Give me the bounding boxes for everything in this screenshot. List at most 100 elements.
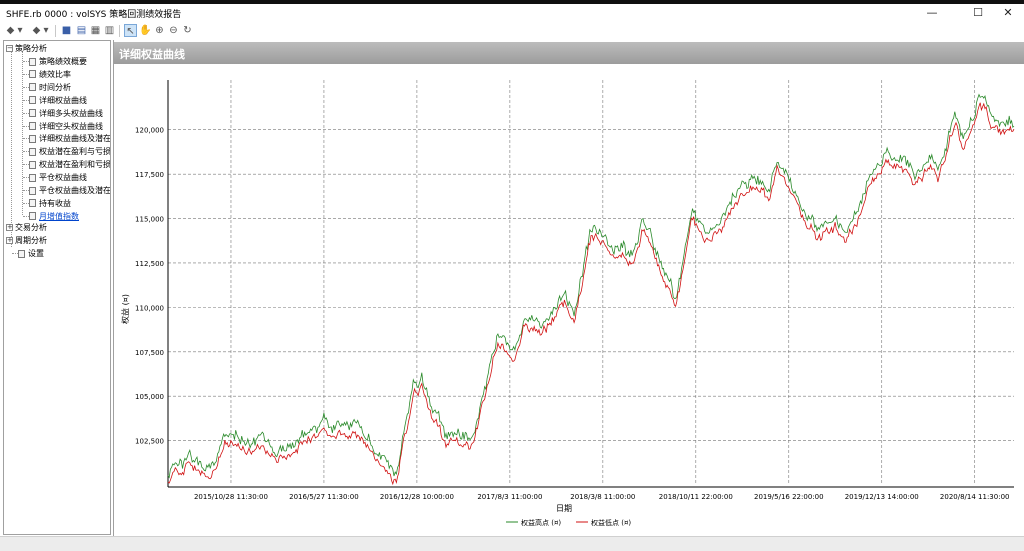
toolbar: ◆ ▾ ◆ ▾ ■ ▤ ▦ ▥ ↖ ✋ ⊕ ⊖ ↻ xyxy=(0,23,1024,39)
tree-guide xyxy=(23,99,29,101)
tree-item[interactable]: 月增值指数 xyxy=(29,211,79,222)
tree-item[interactable]: 详细权益曲线 xyxy=(29,95,87,106)
document-icon xyxy=(29,173,36,182)
tree-guide xyxy=(23,164,29,166)
y-tick-label: 110,000 xyxy=(135,304,164,312)
x-tick-label: 2016/12/28 10:00:00 xyxy=(380,493,454,501)
document-icon xyxy=(29,83,36,92)
y-tick-label: 107,500 xyxy=(135,349,164,357)
tree-guide xyxy=(23,190,29,191)
tree-node-strategy[interactable]: − 策略分析 xyxy=(6,44,47,53)
tree-guide xyxy=(23,177,29,179)
tree-item[interactable]: 详细权益曲线及潜在 xyxy=(29,133,110,144)
document-icon xyxy=(29,212,36,221)
x-tick-label: 2016/5/27 11:30:00 xyxy=(289,493,359,501)
panel-title: 详细权益曲线 xyxy=(119,48,185,61)
maximize-button[interactable]: ☐ xyxy=(973,6,983,19)
print-icon[interactable]: ▦ xyxy=(90,25,101,36)
export-icon[interactable]: ▤ xyxy=(76,25,87,36)
legend-label-low: 权益低点 (¤) xyxy=(591,518,631,527)
y-tick-label: 120,000 xyxy=(135,127,164,135)
document-icon xyxy=(29,57,36,66)
expand-icon[interactable]: + xyxy=(6,236,13,244)
tree-item[interactable]: 详细空头权益曲线 xyxy=(29,121,103,132)
x-tick-label: 2017/8/3 11:00:00 xyxy=(477,493,542,501)
tree-node-trade[interactable]: + 交易分析 xyxy=(6,223,47,232)
tree-guide xyxy=(12,253,18,254)
zoom-out-icon[interactable]: ⊖ xyxy=(169,25,178,36)
tree-guide xyxy=(23,61,29,62)
document-icon xyxy=(29,147,36,156)
y-tick-label: 115,000 xyxy=(135,216,164,224)
tree-guide xyxy=(11,51,12,247)
tree-guide xyxy=(22,51,23,215)
y-tick-label: 102,500 xyxy=(135,438,164,446)
y-tick-label: 117,500 xyxy=(135,171,164,179)
document-icon xyxy=(29,109,36,118)
tree-item[interactable]: 持有收益 xyxy=(29,198,71,209)
tree-item[interactable]: 权益潜在盈利和亏损 xyxy=(29,159,110,170)
tree-guide xyxy=(23,73,29,75)
x-axis-label: 日期 xyxy=(556,504,572,513)
document-icon xyxy=(29,134,36,143)
tree-guide xyxy=(23,86,29,88)
minimize-button[interactable]: — xyxy=(926,6,938,19)
collapse-icon[interactable]: − xyxy=(6,44,13,52)
document-icon xyxy=(29,186,36,195)
y-tick-label: 112,500 xyxy=(135,260,164,268)
tree-item[interactable]: 权益潜在盈利与亏损 xyxy=(29,146,110,157)
x-tick-label: 2015/10/28 11:30:00 xyxy=(194,493,268,501)
close-button[interactable]: ✕ xyxy=(1003,6,1013,19)
tree-guide xyxy=(23,215,29,217)
title-bar: SHFE.rb 0000 : volSYS 策略回测绩效报告 — ☐ ✕ xyxy=(0,4,1024,21)
zoom-in-icon[interactable]: ⊕ xyxy=(155,25,164,36)
x-tick-label: 2018/10/11 22:00:00 xyxy=(659,493,733,501)
y-axis-label: 权益 (¤) xyxy=(120,294,130,324)
tree-guide xyxy=(23,151,29,153)
refresh-icon[interactable]: ↻ xyxy=(183,25,192,36)
document-icon xyxy=(18,249,25,258)
back-dropdown-icon[interactable]: ▾ xyxy=(17,25,23,36)
top-strip xyxy=(0,0,1024,4)
tree-item[interactable]: 详细多头权益曲线 xyxy=(29,108,103,119)
hand-icon[interactable]: ✋ xyxy=(139,25,152,36)
tree-item[interactable]: 绩效比率 xyxy=(29,69,71,80)
equity-chart[interactable]: 102,500 105,000 107,500 110,000 112,500 115,0… xyxy=(114,64,1024,535)
tree-item[interactable]: 平仓权益曲线 xyxy=(29,172,87,183)
toolbar-separator xyxy=(55,25,56,37)
panel-header: 详细权益曲线 xyxy=(114,42,1024,64)
tree-guide xyxy=(23,138,29,140)
navigation-tree: − 策略分析 策略绩效概要 绩效比率时间分析详细权益曲线详细多头权益曲线 详细空头权益… xyxy=(3,40,111,535)
save-icon[interactable]: ■ xyxy=(61,25,72,36)
x-tick-label: 2019/12/13 14:00:00 xyxy=(845,493,919,501)
y-tick-label: 105,000 xyxy=(135,393,164,401)
forward-dropdown-icon[interactable]: ▾ xyxy=(43,25,49,36)
tree-guide xyxy=(23,202,29,204)
x-tick-label: 2019/5/16 22:00:00 xyxy=(754,493,824,501)
tree-item[interactable]: 时间分析 xyxy=(29,82,71,93)
tree-node-settings[interactable]: 设置 xyxy=(18,248,44,259)
x-tick-label: 2018/3/8 11:00:00 xyxy=(570,493,635,501)
back-icon[interactable]: ◆ xyxy=(6,25,15,36)
document-icon xyxy=(29,96,36,105)
tree-node-period[interactable]: + 周期分析 xyxy=(6,236,47,245)
chart-background xyxy=(114,64,1024,535)
legend-label-high: 权益高点 (¤) xyxy=(521,518,561,527)
status-bar xyxy=(0,536,1024,551)
pointer-icon[interactable]: ↖ xyxy=(124,24,137,37)
toolbar-separator xyxy=(119,25,120,37)
document-icon xyxy=(29,160,36,169)
x-tick-label: 2020/8/14 11:30:00 xyxy=(940,493,1010,501)
table-icon[interactable]: ▥ xyxy=(104,25,115,36)
expand-icon[interactable]: + xyxy=(6,223,13,231)
tree-guide xyxy=(23,125,29,127)
series-high-line xyxy=(167,93,1015,479)
tree-item[interactable]: 平仓权益曲线及潜在 xyxy=(29,185,110,196)
document-icon xyxy=(29,70,36,79)
forward-icon[interactable]: ◆ xyxy=(32,25,41,36)
document-icon xyxy=(29,199,36,208)
report-panel: 详细权益曲线 102,500 105,000 107,500 110,000 112,5… xyxy=(113,40,1024,536)
document-icon xyxy=(29,122,36,130)
series-low-line xyxy=(167,102,1015,486)
tree-item[interactable]: 策略绩效概要 xyxy=(29,56,87,67)
